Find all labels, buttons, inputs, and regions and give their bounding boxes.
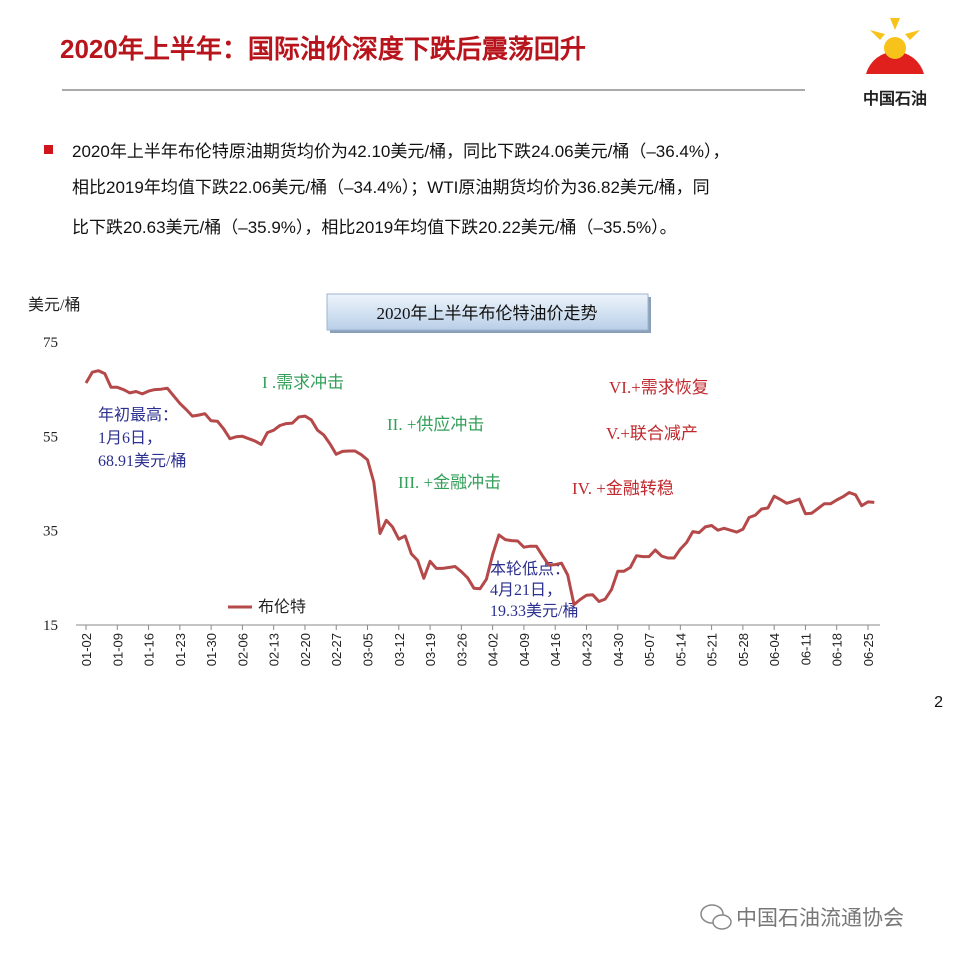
series-line bbox=[84, 369, 875, 607]
x-tick-label: 02-20 bbox=[298, 633, 313, 666]
x-tick-label: 01-09 bbox=[110, 633, 125, 666]
x-tick-label: 06-04 bbox=[767, 633, 782, 666]
phase-label: II. +供应冲击 bbox=[387, 415, 484, 434]
x-tick-label: 06-18 bbox=[830, 633, 845, 666]
phase-label: V.+联合减产 bbox=[606, 424, 698, 443]
x-tick-label: 02-13 bbox=[267, 633, 282, 666]
annotation: 4月21日， bbox=[490, 582, 562, 599]
x-tick-label: 06-25 bbox=[861, 633, 876, 666]
x-tick-label: 01-23 bbox=[173, 633, 188, 666]
x-tick-label: 05-07 bbox=[642, 633, 657, 666]
slide-title: 2020年上半年：国际油价深度下跌后震荡回升 bbox=[60, 34, 586, 64]
x-tick-label: 01-16 bbox=[142, 633, 157, 666]
x-tick-label: 04-02 bbox=[486, 633, 501, 666]
x-tick-label: 01-30 bbox=[204, 633, 219, 666]
x-tick-label: 03-05 bbox=[361, 633, 376, 666]
plot: 15 35 55 75 01-02 01-09 01-16 01-23 01-30 02-06 02… bbox=[43, 335, 880, 666]
watermark: 中国石油流通协会 bbox=[700, 904, 904, 930]
annotation: 1月6日， bbox=[98, 430, 162, 447]
x-tick-label: 05-28 bbox=[736, 633, 751, 666]
logo-text: 中国石油 bbox=[863, 89, 927, 108]
bullet-line: 相比2019年均值下跌22.06美元/桶（–34.4%）；WTI原油期货均价为3… bbox=[72, 178, 710, 197]
logo: 中国石油 bbox=[863, 18, 927, 108]
legend-label: 布伦特 bbox=[258, 598, 306, 616]
annotation: 19.33美元/桶 bbox=[490, 602, 578, 620]
x-tick-label: 03-19 bbox=[423, 633, 438, 666]
phase-label: III. +金融冲击 bbox=[398, 473, 501, 492]
phase-label: VI.+需求恢复 bbox=[609, 378, 709, 397]
x-tick-label: 02-27 bbox=[329, 633, 344, 666]
y-tick-label: 35 bbox=[43, 524, 58, 540]
x-tick-label: 04-09 bbox=[517, 633, 532, 666]
x-tick-label: 04-16 bbox=[548, 633, 563, 666]
annotation: 68.91美元/桶 bbox=[98, 452, 186, 470]
phase-label: I .需求冲击 bbox=[262, 373, 344, 392]
x-tick-label: 03-12 bbox=[392, 633, 407, 666]
page-number: 2 bbox=[934, 694, 943, 711]
y-tick-label: 75 bbox=[43, 335, 58, 351]
x-tick-label: 04-23 bbox=[579, 633, 594, 666]
bullet-line: 比下跌20.63美元/桶（–35.9%），相比2019年均值下跌20.22美元/… bbox=[72, 218, 677, 237]
x-tick-label: 06-11 bbox=[798, 633, 813, 665]
phase-label: IV. +金融转稳 bbox=[572, 479, 674, 498]
watermark-text: 中国石油流通协会 bbox=[736, 907, 904, 930]
chart-title: 2020年上半年布伦特油价走势 bbox=[377, 304, 598, 323]
bullet-marker bbox=[44, 145, 53, 154]
y-tick-label: 15 bbox=[43, 618, 58, 634]
x-tick-label: 04-30 bbox=[611, 633, 626, 666]
x-tick-label: 02-06 bbox=[235, 633, 250, 666]
x-tick-label: 01-02 bbox=[79, 633, 94, 666]
y-axis-label: 美元/桶 bbox=[28, 296, 80, 314]
bullet-line: 2020年上半年布伦特原油期货均价为42.10美元/桶，同比下跌24.06美元/… bbox=[72, 142, 730, 161]
y-tick-label: 55 bbox=[43, 429, 58, 445]
chart-title-box bbox=[326, 293, 649, 331]
x-tick-label: 05-21 bbox=[705, 633, 720, 666]
x-tick-label: 05-14 bbox=[673, 633, 688, 666]
x-tick-label: 03-26 bbox=[454, 633, 469, 666]
annotation: 年初最高： bbox=[98, 406, 178, 424]
